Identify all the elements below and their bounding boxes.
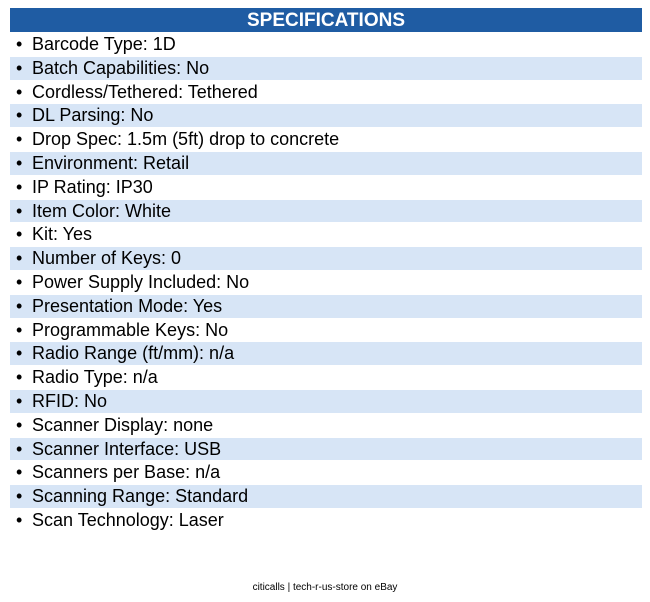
spec-item: Radio Range (ft/mm): n/a [10, 342, 642, 366]
spec-list: Barcode Type: 1DBatch Capabilities: NoCo… [10, 33, 642, 533]
spec-item: Programmable Keys: No [10, 319, 642, 342]
spec-item: Presentation Mode: Yes [10, 294, 642, 318]
spec-item: Item Color: White [10, 199, 642, 223]
spec-item: Scanning Range: Standard [10, 485, 642, 508]
spec-item: Number of Keys: 0 [10, 247, 642, 270]
spec-item: Scanners per Base: n/a [10, 461, 642, 484]
spec-item: Kit: Yes [10, 223, 642, 246]
spec-item: Environment: Retail [10, 151, 642, 175]
spec-item: Radio Type: n/a [10, 366, 642, 389]
spec-item: RFID: No [10, 389, 642, 413]
spec-item: Drop Spec: 1.5m (5ft) drop to concrete [10, 128, 642, 151]
spec-item: Barcode Type: 1D [10, 33, 642, 56]
spec-item: Power Supply Included: No [10, 271, 642, 294]
footer-text: citicalls | tech-r-us-store on eBay [252, 582, 398, 593]
spec-item: Cordless/Tethered: Tethered [10, 81, 642, 104]
spec-item: DL Parsing: No [10, 104, 642, 128]
spec-item: Scanner Interface: USB [10, 437, 642, 461]
spec-item: Batch Capabilities: No [10, 56, 642, 80]
spec-item: IP Rating: IP30 [10, 176, 642, 199]
header-title: SPECIFICATIONS [10, 8, 642, 32]
spec-item: Scan Technology: Laser [10, 509, 642, 532]
spec-item: Scanner Display: none [10, 414, 642, 437]
